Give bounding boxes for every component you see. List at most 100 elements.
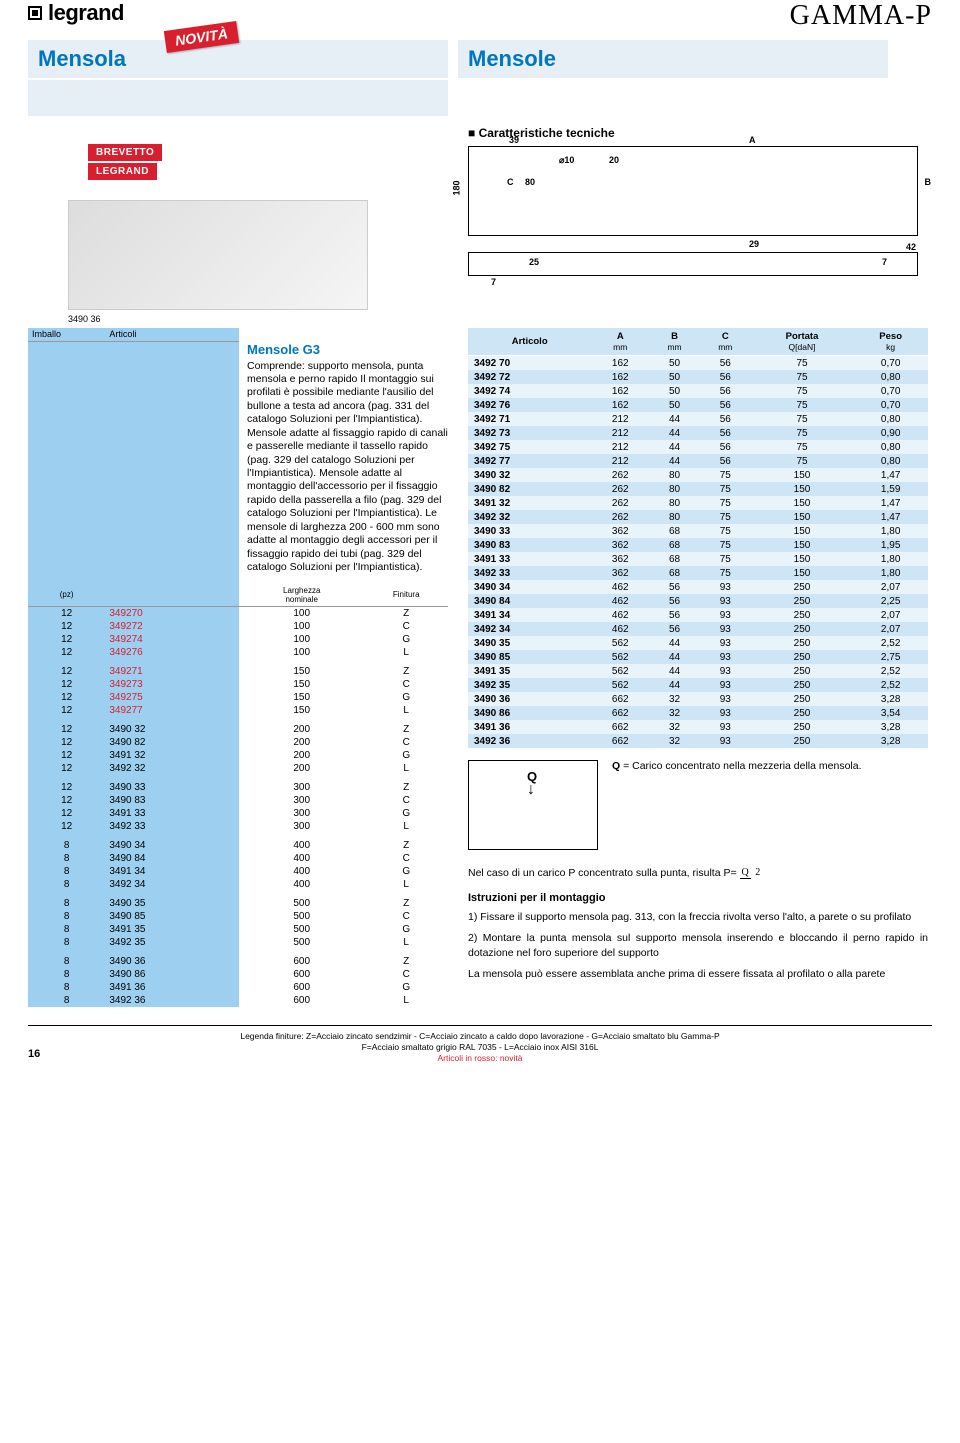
- cell-art: 3490 83: [468, 538, 591, 552]
- cell-A: 462: [591, 608, 649, 622]
- cell-C: 93: [700, 734, 751, 748]
- cell-pz: 8: [28, 923, 105, 936]
- cell-fin: C: [364, 620, 448, 633]
- cell-larg: 600: [239, 949, 364, 968]
- cell-Q: 75: [751, 454, 854, 468]
- cell-fin: C: [364, 678, 448, 691]
- cell-B: 80: [649, 510, 700, 524]
- cell-A: 362: [591, 524, 649, 538]
- table-row: 83490 34400Z: [28, 833, 448, 852]
- g3-title: Mensole G3: [247, 342, 448, 357]
- cell-art: 3492 36: [105, 994, 239, 1007]
- cell-art: 349275: [105, 691, 239, 704]
- cell-larg: 600: [239, 968, 364, 981]
- cell-art: 3490 33: [468, 524, 591, 538]
- brand-text: legrand: [48, 0, 124, 26]
- cell-fin: Z: [364, 891, 448, 910]
- brand-icon: [28, 6, 42, 20]
- cell-art: 3491 34: [468, 608, 591, 622]
- table-row: 3492 721625056750,80: [468, 370, 928, 384]
- cell-art: 3492 77: [468, 454, 591, 468]
- dim-39: 39: [509, 135, 519, 145]
- cell-B: 44: [649, 426, 700, 440]
- cell-art: 3492 36: [468, 734, 591, 748]
- right-column: Articolo Amm Bmm Cmm PortataQ[daN] Pesok…: [468, 328, 928, 1007]
- table-row: 3492 3446256932502,07: [468, 622, 928, 636]
- cell-fin: Z: [364, 717, 448, 736]
- title-left: Mensola: [28, 40, 448, 78]
- cell-B: 80: [649, 496, 700, 510]
- cell-P: 1,80: [853, 524, 928, 538]
- table-row: 83490 85500C: [28, 910, 448, 923]
- cell-C: 56: [700, 440, 751, 454]
- cell-pz: 12: [28, 646, 105, 659]
- cell-art: 3491 36: [468, 720, 591, 734]
- cell-Q: 250: [751, 580, 854, 594]
- cell-fin: Z: [364, 949, 448, 968]
- table-row: 123490 82200C: [28, 736, 448, 749]
- cell-B: 44: [649, 664, 700, 678]
- cell-B: 68: [649, 566, 700, 580]
- cell-B: 44: [649, 412, 700, 426]
- dim-C: C: [507, 177, 514, 187]
- table-row: 3492 3556244932502,52: [468, 678, 928, 692]
- cell-art: 3492 76: [468, 398, 591, 412]
- brand: legrand: [28, 0, 124, 26]
- tech-block: Caratteristiche tecniche 39 ⌀10 20 A B C…: [468, 126, 928, 324]
- cell-B: 32: [649, 734, 700, 748]
- cell-fin: G: [364, 807, 448, 820]
- cell-A: 262: [591, 468, 649, 482]
- cell-C: 75: [700, 566, 751, 580]
- cell-A: 262: [591, 482, 649, 496]
- photo-block: BREVETTO LEGRAND 3490 36: [28, 126, 448, 324]
- table-row: 3491 3556244932502,52: [468, 664, 928, 678]
- cell-A: 262: [591, 510, 649, 524]
- cell-art: 3492 74: [468, 384, 591, 398]
- cell-fin: Z: [364, 659, 448, 678]
- cell-art: 3491 32: [105, 749, 239, 762]
- cell-larg: 100: [239, 646, 364, 659]
- q-note: Q = Carico concentrato nella mezzeria de…: [612, 760, 862, 850]
- cell-art: 3492 73: [468, 426, 591, 440]
- cell-Q: 75: [751, 384, 854, 398]
- cell-C: 93: [700, 678, 751, 692]
- table-row: 83491 35500G: [28, 923, 448, 936]
- instr-2: 2) Montare la punta mensola sul supporto…: [468, 931, 928, 959]
- cell-Q: 150: [751, 482, 854, 496]
- cell-fin: L: [364, 878, 448, 891]
- cell-C: 75: [700, 496, 751, 510]
- cell-P: 3,54: [853, 706, 928, 720]
- cell-larg: 100: [239, 633, 364, 646]
- cell-art: 3490 83: [105, 794, 239, 807]
- instr-1: 1) Fissare il supporto mensola pag. 313,…: [468, 910, 928, 924]
- cell-Q: 150: [751, 524, 854, 538]
- cell-larg: 400: [239, 878, 364, 891]
- cell-P: 2,52: [853, 678, 928, 692]
- title-col-left: Mensola NOVITÀ: [28, 40, 448, 116]
- cell-Q: 75: [751, 398, 854, 412]
- cell-art: 349271: [105, 659, 239, 678]
- table-row: 83490 84400C: [28, 852, 448, 865]
- cell-B: 32: [649, 706, 700, 720]
- table-row: 3491 3226280751501,47: [468, 496, 928, 510]
- cell-pz: 8: [28, 949, 105, 968]
- cell-art: 349270: [105, 606, 239, 620]
- cell-larg: 600: [239, 994, 364, 1007]
- cell-A: 562: [591, 678, 649, 692]
- table-row: 123490 32200Z: [28, 717, 448, 736]
- product-photo: [68, 200, 368, 310]
- table-row: 3492 3666232932503,28: [468, 734, 928, 748]
- cell-A: 562: [591, 664, 649, 678]
- cell-art: 3490 34: [105, 833, 239, 852]
- table-row: 3492 3226280751501,47: [468, 510, 928, 524]
- dim-7b: 7: [491, 277, 496, 287]
- table-row: 3490 3666232932503,28: [468, 692, 928, 706]
- cell-A: 562: [591, 636, 649, 650]
- cell-fin: Z: [364, 606, 448, 620]
- q-diagram-block: Q Q = Carico concentrato nella mezzeria …: [468, 760, 928, 850]
- cell-art: 3491 33: [105, 807, 239, 820]
- cell-art: 3492 32: [105, 762, 239, 775]
- table-row: 3491 3446256932502,07: [468, 608, 928, 622]
- cell-larg: 500: [239, 891, 364, 910]
- table-row: 3492 772124456750,80: [468, 454, 928, 468]
